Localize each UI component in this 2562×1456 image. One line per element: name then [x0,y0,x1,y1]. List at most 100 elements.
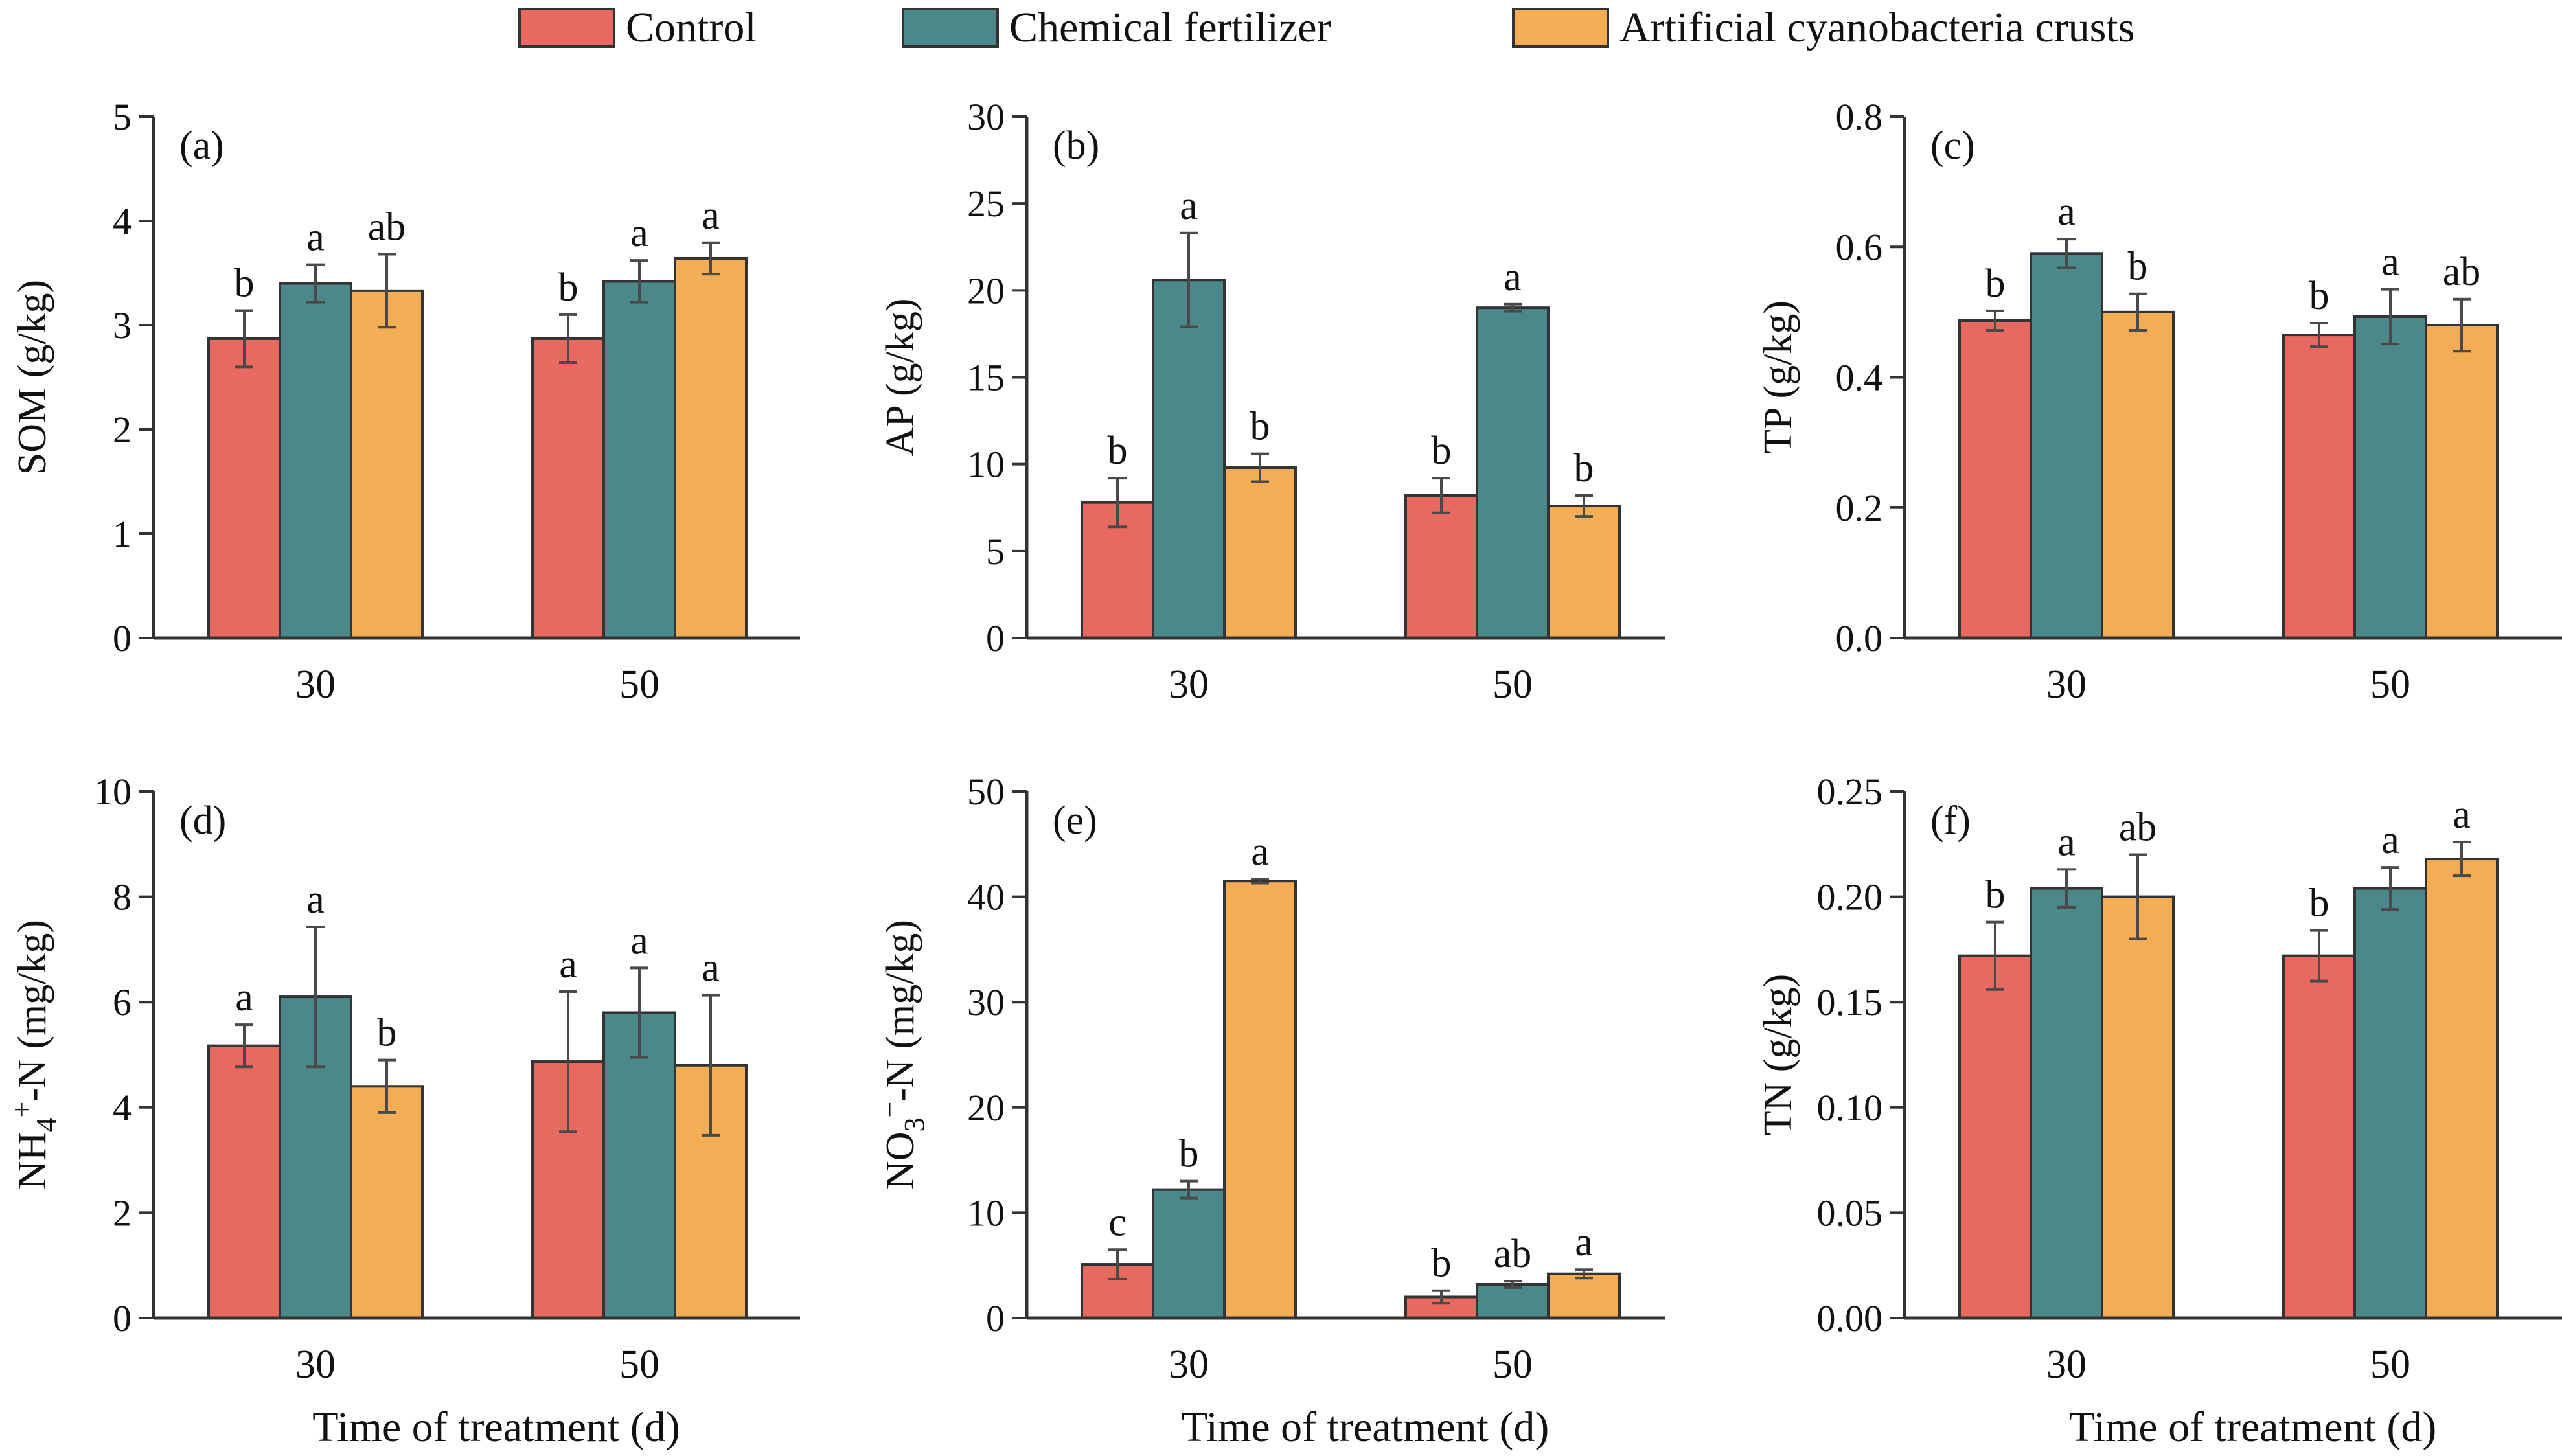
y-tick-label: 4 [113,1087,132,1129]
bar [2282,954,2356,1319]
significance-letter: ab [2443,250,2481,294]
x-tick-label: 50 [2370,663,2410,707]
x-tick-label: 50 [2370,1343,2410,1387]
y-tick-label: 6 [113,981,132,1023]
y-axis-label: TN (g/kg) [1756,974,1800,1136]
x-tick-label: 30 [2046,663,2087,707]
y-tick-label: 0 [986,617,1005,659]
x-tick-label: 30 [2046,1343,2087,1387]
y-tick-label: 0.2 [1836,487,1883,529]
significance-letter: a [2381,240,2399,284]
bar [1547,505,1621,639]
y-tick-label: 15 [967,357,1005,399]
legend-label-chemical-fertilizer: Chemical fertilizer [1009,4,1331,51]
bar [2425,324,2499,639]
y-tick-label: 0 [113,617,132,659]
legend-swatch-chemical-fertilizer [902,8,999,48]
significance-letter: a [702,946,720,990]
panel-label: (e) [1053,799,1097,843]
y-axis-label: NO3−-N (mg/kg) [874,920,930,1190]
legend-swatch-control [518,8,615,48]
bar [2353,315,2427,639]
significance-letter: b [1985,262,2006,306]
significance-letter: b [1250,405,1270,449]
significance-letter: b [1432,429,1452,473]
y-tick-label: 50 [967,771,1005,813]
x-tick-label: 50 [1493,1343,1533,1387]
panel-label: (b) [1053,124,1099,168]
significance-letter: a [702,194,720,238]
significance-letter: a [2057,820,2076,864]
y-tick-label: 0.4 [1836,357,1883,399]
y-axis-label: TP (g/kg) [1756,301,1800,454]
significance-letter: b [2128,245,2148,289]
y-tick-label: 30 [967,981,1005,1023]
x-axis-label: Time of treatment (d) [312,1404,680,1451]
bar [1958,319,2032,639]
y-tick-label: 5 [986,530,1005,573]
bar [1223,880,1297,1319]
legend-item-artificial-crusts: Artificial cyanobacteria crusts [1512,5,2134,51]
panel-label: (f) [1930,799,1971,843]
bar [2425,858,2499,1319]
y-tick-label: 2 [113,1192,132,1234]
significance-letter: b [1179,1132,1199,1176]
significance-letter: a [630,211,648,255]
bar [1152,279,1226,639]
y-axis-label: NH4+-N (mg/kg) [6,920,62,1190]
significance-letter: a [1180,184,1198,228]
bar [1476,1282,1550,1320]
bar [2101,895,2175,1319]
bar [2101,310,2175,639]
y-tick-label: 5 [113,96,132,138]
y-tick-label: 10 [967,444,1005,486]
significance-letter: b [234,261,255,305]
bar [350,1085,424,1320]
x-tick-label: 30 [295,1343,336,1387]
legend-item-chemical-fertilizer: Chemical fertilizer [902,5,1331,51]
panel-label: (c) [1930,124,1975,168]
x-tick-label: 30 [1169,663,1209,707]
significance-letter: c [1108,1200,1127,1244]
bar [207,337,281,639]
bar [2282,334,2356,639]
chart-panel-4: a a a a b a 0 2 4 6 8 10 30 50 (d) NH4+-N (mg/kg) Time o… [6,771,800,1451]
significance-letter: a [1575,1220,1593,1264]
significance-letter: ab [368,205,406,249]
x-tick-label: 50 [1493,663,1533,707]
y-tick-label: 0.10 [1817,1087,1883,1129]
y-tick-label: 0 [113,1297,132,1339]
significance-letter: b [2309,274,2329,318]
y-tick-label: 10 [967,1192,1005,1234]
legend-label-artificial-crusts: Artificial cyanobacteria crusts [1619,4,2135,51]
y-tick-label: 40 [967,876,1005,918]
bar [1223,466,1297,639]
panel-label: (a) [179,124,224,168]
x-axis-label: Time of treatment (d) [1182,1404,1550,1451]
x-axis-label: Time of treatment (d) [2069,1404,2437,1451]
bar [1152,1188,1226,1320]
legend: Control Chemical fertilizer Artificial c… [0,0,2562,58]
significance-letter: a [306,216,325,260]
y-tick-label: 10 [94,771,132,813]
y-tick-label: 0.6 [1836,226,1883,268]
significance-letter: a [1504,255,1522,299]
significance-letter: a [559,942,577,986]
y-tick-label: 8 [113,876,132,918]
bar [1476,306,1550,639]
significance-letter: ab [1494,1232,1532,1276]
bar [2353,887,2427,1320]
significance-letter: ab [2119,806,2157,850]
significance-letter: a [2453,793,2471,837]
bar [2030,887,2103,1320]
significance-letter: a [235,975,253,1019]
bar [602,1011,676,1319]
significance-letter: b [2309,882,2329,926]
significance-letter: b [1985,873,2006,917]
legend-item-control: Control [518,5,757,51]
y-axis-label: SOM (g/kg) [10,280,54,475]
y-tick-label: 0.0 [1836,617,1883,659]
